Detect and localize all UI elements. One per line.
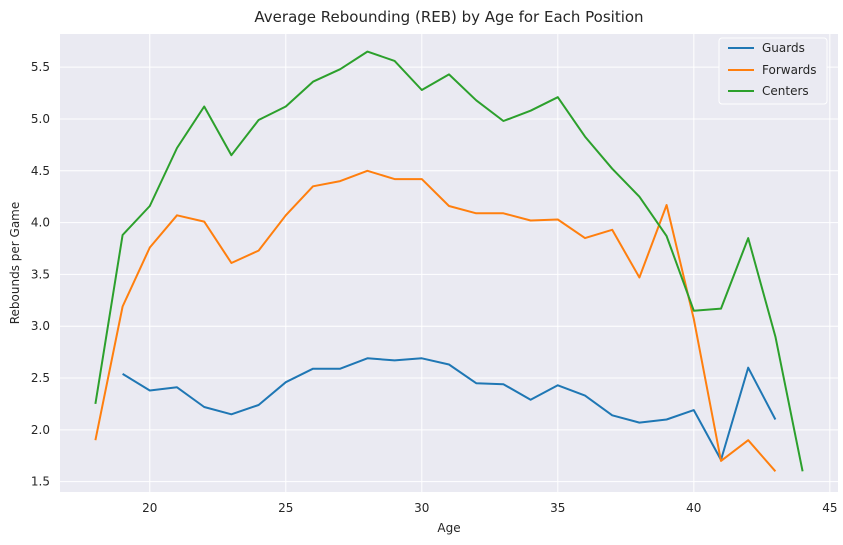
y-tick-label: 3.0 bbox=[31, 319, 50, 333]
x-axis-label: Age bbox=[437, 521, 460, 535]
x-tick-label: 40 bbox=[686, 501, 701, 515]
x-tick-label: 30 bbox=[414, 501, 429, 515]
series-centers bbox=[94, 50, 804, 472]
x-tick-label: 35 bbox=[550, 501, 565, 515]
y-axis-label: Rebounds per Game bbox=[8, 202, 22, 325]
series-forwards bbox=[94, 169, 777, 472]
y-tick-label: 4.0 bbox=[31, 216, 50, 230]
grid-lines bbox=[60, 34, 838, 492]
y-tick-label: 5.5 bbox=[31, 60, 50, 74]
legend-label-forwards: Forwards bbox=[762, 63, 817, 77]
x-tick-label: 20 bbox=[142, 501, 157, 515]
legend-label-centers: Centers bbox=[762, 84, 809, 98]
y-tick-label: 4.5 bbox=[31, 164, 50, 178]
y-tick-label: 5.0 bbox=[31, 112, 50, 126]
x-tick-label: 25 bbox=[278, 501, 293, 515]
x-tick-label: 45 bbox=[822, 501, 837, 515]
y-tick-label: 1.5 bbox=[31, 475, 50, 489]
y-tick-label: 3.5 bbox=[31, 267, 50, 281]
y-axis-ticks: 1.5 2.0 2.5 3.0 3.5 4.0 4.5 5.0 5.5 bbox=[31, 60, 50, 488]
series-line-centers bbox=[94, 50, 804, 472]
chart-title: Average Rebounding (REB) by Age for Each… bbox=[254, 8, 643, 26]
plot-area bbox=[60, 34, 838, 492]
legend: Guards Forwards Centers bbox=[718, 37, 828, 105]
legend-label-guards: Guards bbox=[762, 41, 805, 55]
series-line-guards bbox=[122, 357, 777, 461]
series-lines bbox=[94, 50, 804, 472]
x-axis-ticks: 20 25 30 35 40 45 bbox=[142, 501, 837, 515]
legend-box bbox=[718, 37, 828, 105]
series-guards bbox=[122, 357, 777, 461]
y-tick-label: 2.0 bbox=[31, 423, 50, 437]
y-tick-label: 2.5 bbox=[31, 371, 50, 385]
series-line-forwards bbox=[94, 169, 777, 472]
